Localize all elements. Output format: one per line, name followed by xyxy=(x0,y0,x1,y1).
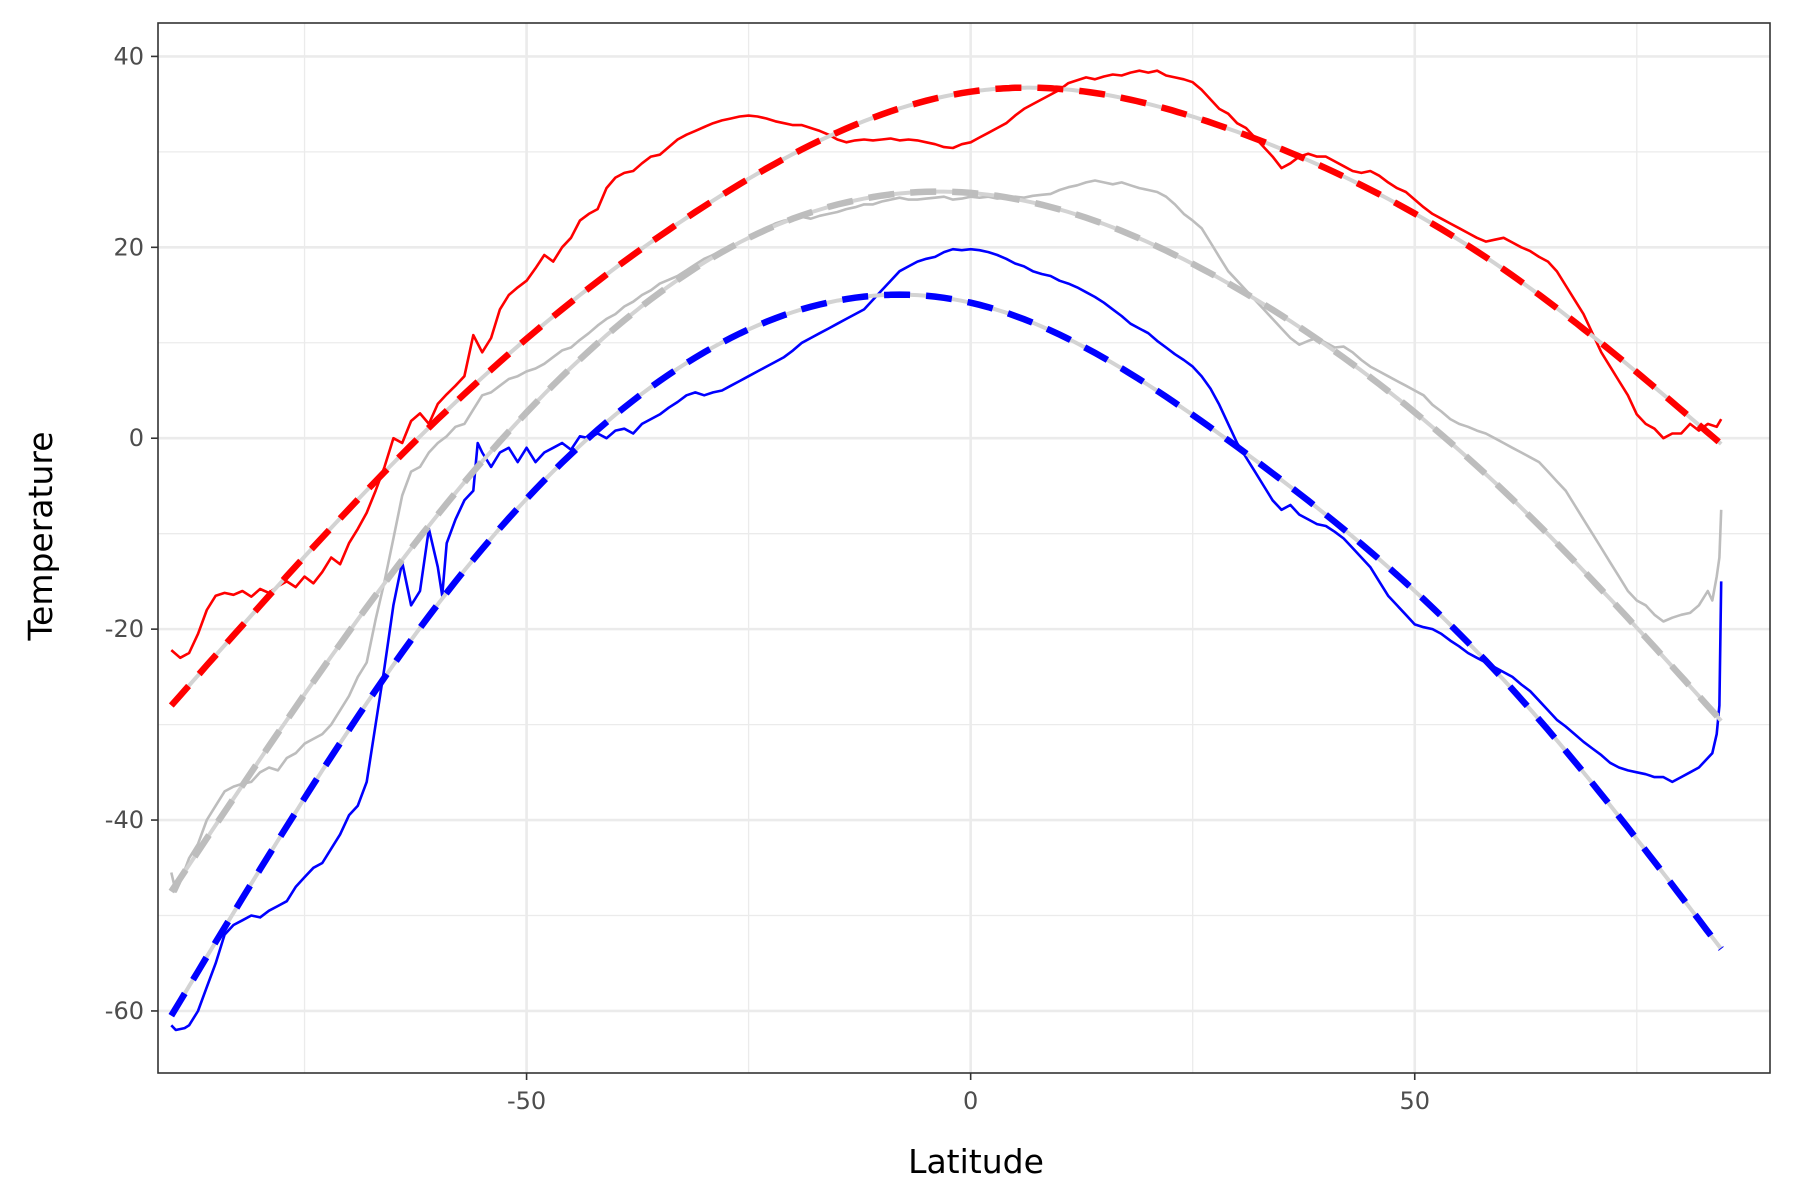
x-axis-title: Latitude xyxy=(908,1142,1044,1181)
observed-temperature-line xyxy=(170,69,1723,660)
y-tick-label: 40 xyxy=(113,42,144,70)
y-tick-labels: -60 -40 -20 0 20 40 xyxy=(105,42,144,1025)
y-tick-label: 20 xyxy=(113,233,144,261)
y-tick-label: -20 xyxy=(105,615,144,643)
fit-curve-dashed xyxy=(168,84,1724,708)
x-tick-label: 50 xyxy=(1399,1087,1430,1115)
x-tick-label: 0 xyxy=(963,1087,978,1115)
fit-curve-dashed xyxy=(168,188,1724,894)
x-tick-labels: -50 0 50 xyxy=(507,1087,1430,1115)
y-tick-label: 0 xyxy=(129,424,144,452)
panel-border xyxy=(157,22,1771,1074)
observed-temperature-line xyxy=(170,179,1723,893)
y-tick-label: -40 xyxy=(105,806,144,834)
series-layer xyxy=(168,69,1724,1032)
axis-ticks xyxy=(151,55,1416,1080)
fit-curve-dashed xyxy=(168,291,1724,1018)
y-tick-label: -60 xyxy=(105,997,144,1025)
x-tick-label: -50 xyxy=(507,1087,546,1115)
y-axis-title: Temperature xyxy=(21,431,60,641)
